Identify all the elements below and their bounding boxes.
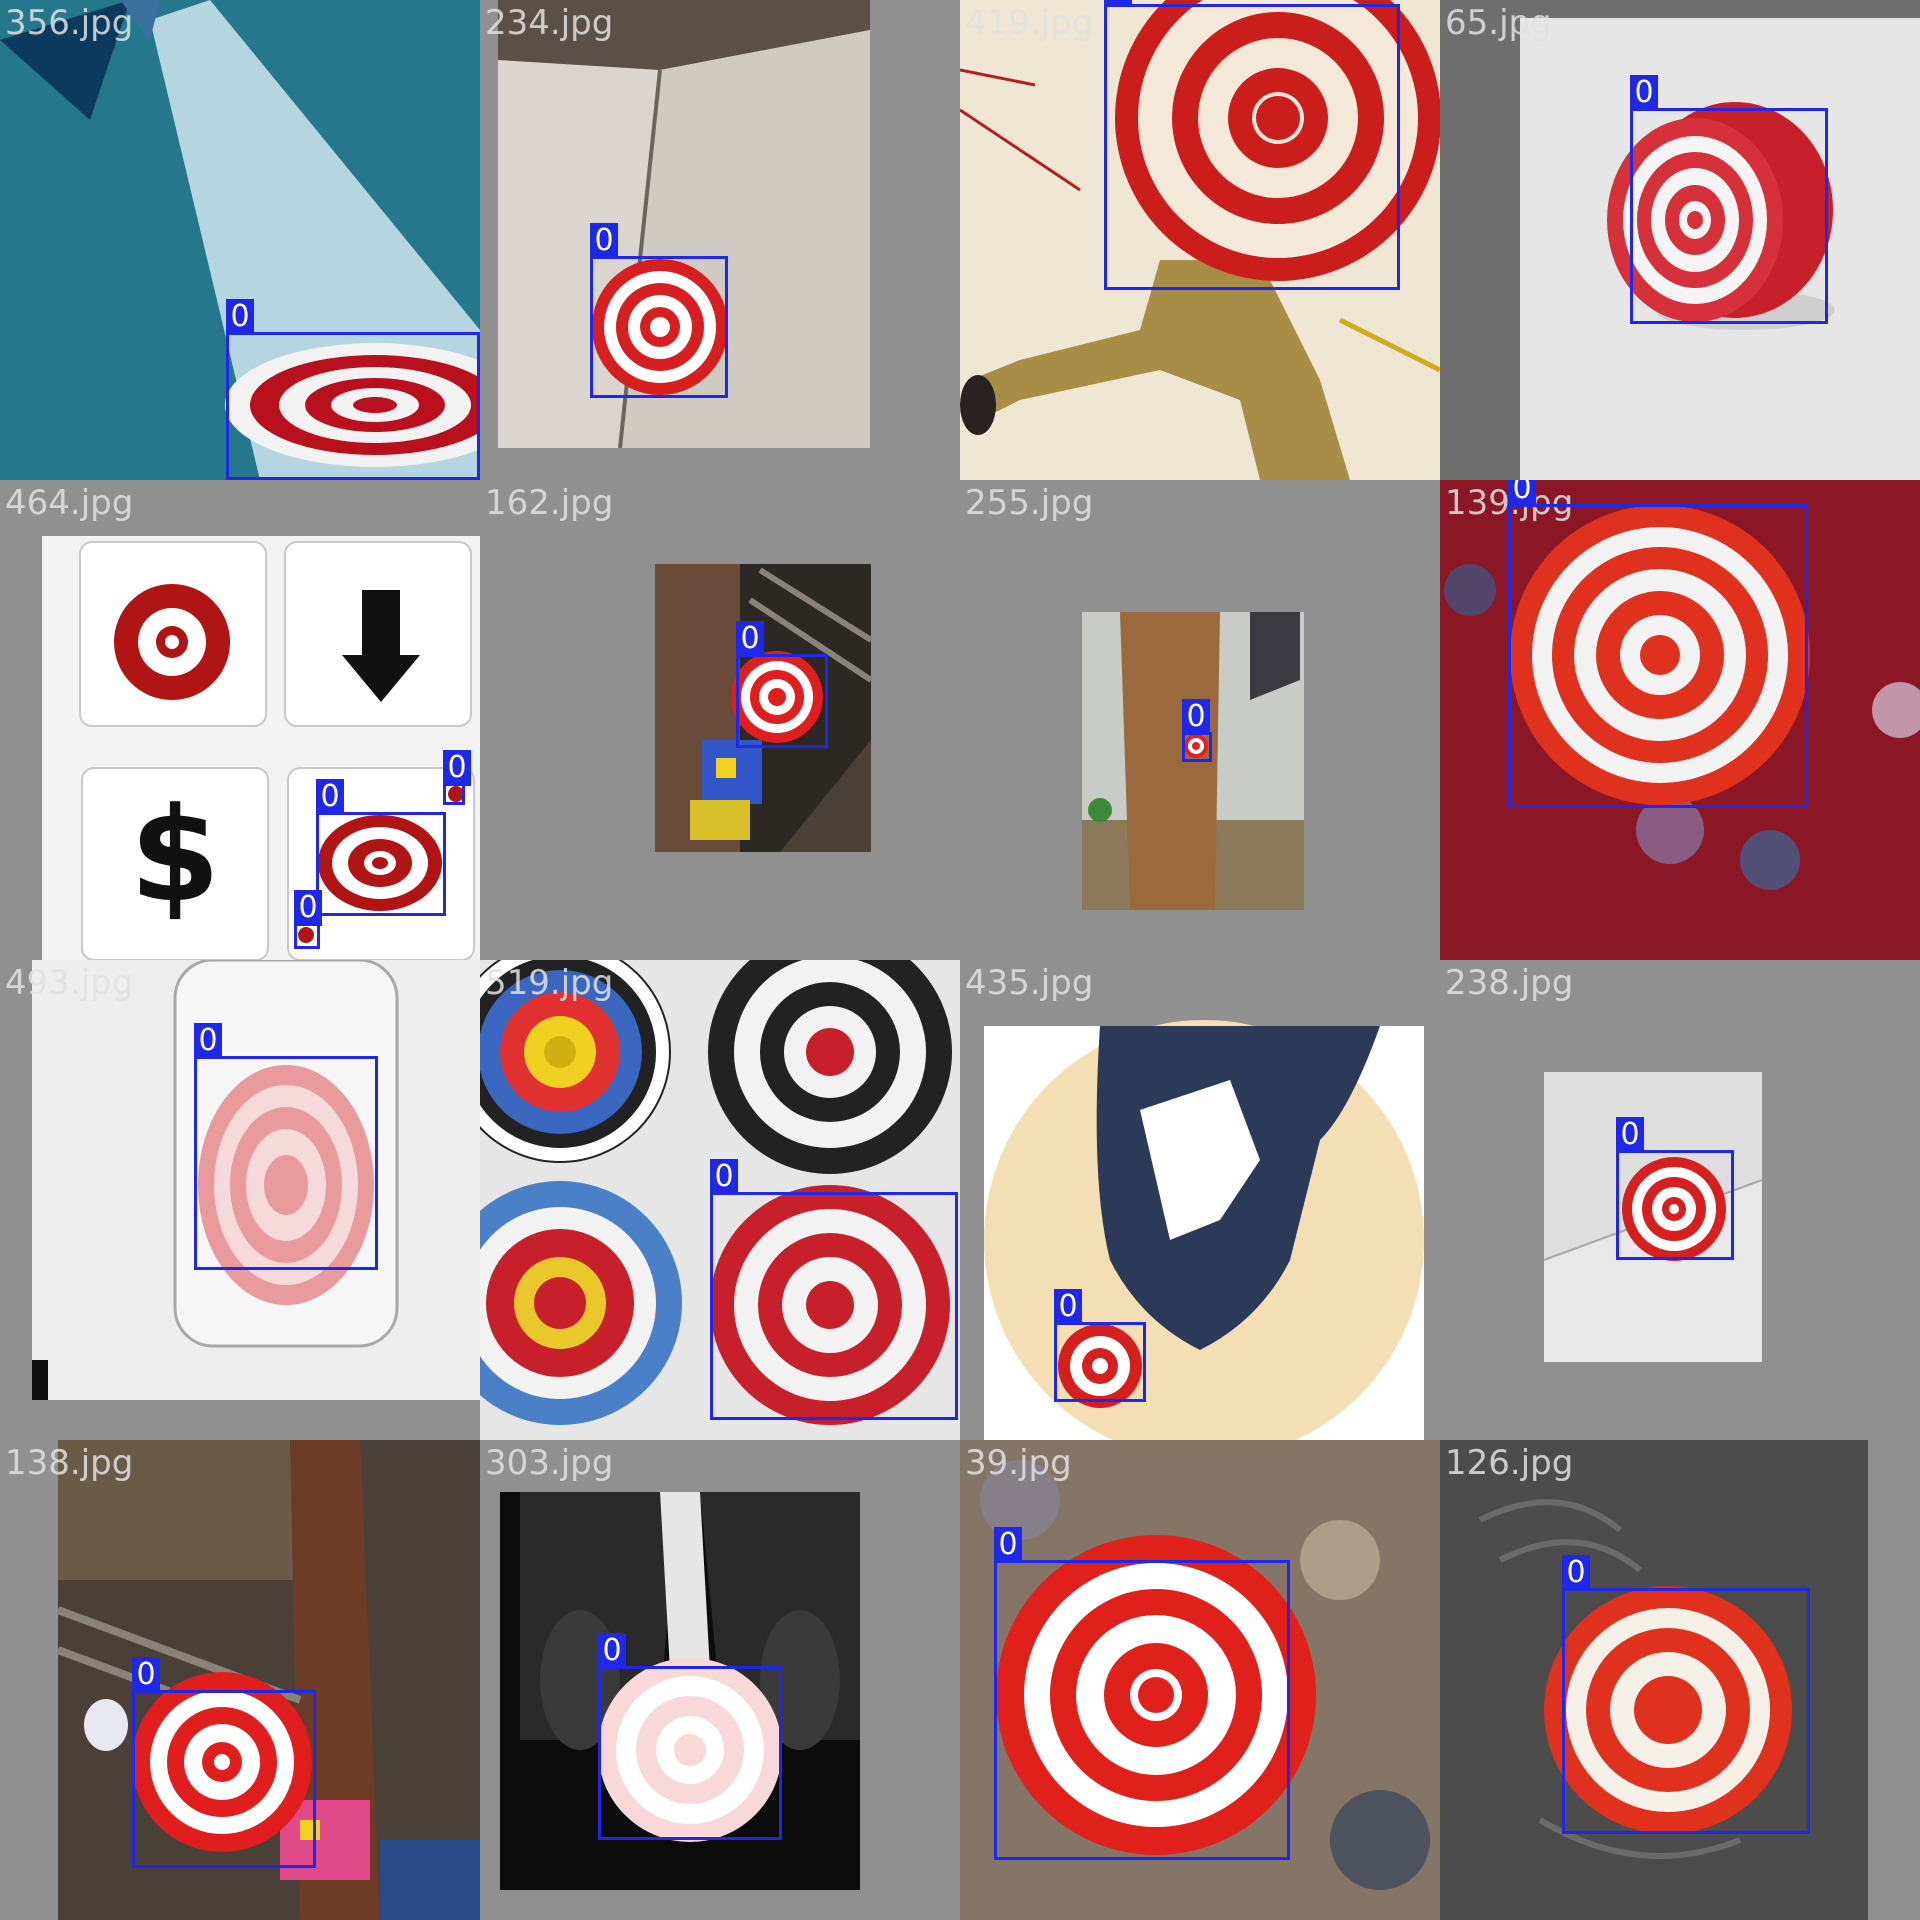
tile-356: 356.jpg 0 xyxy=(0,0,480,480)
tile-filename: 303.jpg xyxy=(485,1443,614,1483)
tile-255: 255.jpg 0 xyxy=(960,480,1440,960)
tile-filename: 464.jpg xyxy=(5,483,134,523)
tile-303: 303.jpg 0 xyxy=(480,1440,960,1920)
class-label: 0 xyxy=(994,1527,1022,1563)
tile-519: 519.jpg 0 xyxy=(480,960,960,1440)
tile-image xyxy=(480,480,960,960)
class-label: 0 xyxy=(1508,480,1536,507)
tile-464: $ 464.jpg 0 0 0 xyxy=(0,480,480,960)
class-label: 0 xyxy=(1054,1289,1082,1325)
class-label: 0 xyxy=(316,779,344,815)
class-label: 0 xyxy=(132,1657,160,1693)
tile-filename: 126.jpg xyxy=(1445,1443,1574,1483)
tile-image xyxy=(1440,0,1920,480)
tile-filename: 39.jpg xyxy=(965,1443,1072,1483)
class-label: 0 xyxy=(294,890,322,926)
tile-139: 139.jpg 0 xyxy=(1440,480,1920,960)
tile-65: 65.jpg 0 xyxy=(1440,0,1920,480)
bounding-box: 0 xyxy=(710,1159,958,1420)
tile-image: $ xyxy=(0,480,480,960)
class-label: 0 xyxy=(590,223,618,259)
bounding-box: 0 xyxy=(226,299,480,480)
tile-image xyxy=(960,1440,1440,1920)
class-label: 0 xyxy=(710,1159,738,1195)
class-label: 0 xyxy=(1104,0,1132,7)
tile-filename: 255.jpg xyxy=(965,483,1094,523)
tile-filename: 234.jpg xyxy=(485,3,614,43)
bounding-box: 0 xyxy=(994,1527,1290,1860)
bounding-box: 0 xyxy=(736,621,828,748)
tile-image xyxy=(480,1440,960,1920)
tile-image xyxy=(1440,960,1920,1440)
tile-image xyxy=(480,0,960,480)
bounding-box: 0 xyxy=(132,1657,316,1868)
class-label: 0 xyxy=(1562,1555,1590,1591)
bounding-box: 0 xyxy=(1508,480,1808,808)
class-label: 0 xyxy=(736,621,764,657)
bounding-box: 0 xyxy=(194,1023,378,1270)
tile-filename: 435.jpg xyxy=(965,963,1094,1003)
tile-image xyxy=(960,0,1440,480)
tile-filename: 65.jpg xyxy=(1445,3,1552,43)
svg-text:$: $ xyxy=(130,779,220,931)
tile-image xyxy=(960,960,1440,1440)
tile-filename: 238.jpg xyxy=(1445,963,1574,1003)
tile-162: 162.jpg 0 xyxy=(480,480,960,960)
bounding-box: 0 xyxy=(1054,1289,1146,1402)
bounding-box: 0 xyxy=(1616,1117,1734,1260)
tile-39: 39.jpg 0 xyxy=(960,1440,1440,1920)
tile-filename: 419.jpg xyxy=(965,3,1094,43)
tile-image xyxy=(1440,480,1920,960)
bounding-box: 0 xyxy=(590,223,728,398)
bounding-box: 0 xyxy=(1104,0,1400,290)
bounding-box: 0 xyxy=(1182,699,1212,762)
class-label: 0 xyxy=(226,299,254,335)
tile-238: 238.jpg 0 xyxy=(1440,960,1920,1440)
tile-filename: 356.jpg xyxy=(5,3,134,43)
tile-234: 234.jpg 0 xyxy=(480,0,960,480)
class-label: 0 xyxy=(443,750,471,786)
tile-image xyxy=(480,960,960,1440)
tile-435: 435.jpg 0 xyxy=(960,960,1440,1440)
class-label: 0 xyxy=(1630,75,1658,111)
class-label: 0 xyxy=(194,1023,222,1059)
class-label: 0 xyxy=(1616,1117,1644,1153)
tile-filename: 519.jpg xyxy=(485,963,614,1003)
tile-filename: 493.jpg xyxy=(5,963,134,1003)
tile-image xyxy=(1440,1440,1920,1920)
bounding-box: 0 xyxy=(316,779,446,916)
tile-419: 419.jpg 0 xyxy=(960,0,1440,480)
bounding-box: 0 xyxy=(294,890,322,949)
tile-126: 126.jpg 0 xyxy=(1440,1440,1920,1920)
bounding-box: 0 xyxy=(1630,75,1828,324)
class-label: 0 xyxy=(598,1633,626,1669)
tile-image xyxy=(0,1440,480,1920)
tile-493: 493.jpg 0 xyxy=(0,960,480,1440)
tile-filename: 162.jpg xyxy=(485,483,614,523)
bounding-box: 0 xyxy=(598,1633,782,1840)
bounding-box: 0 xyxy=(1562,1555,1810,1834)
class-label: 0 xyxy=(1182,699,1210,735)
tile-filename: 138.jpg xyxy=(5,1443,134,1483)
tile-image xyxy=(0,0,480,480)
bounding-box: 0 xyxy=(443,750,471,805)
tile-138: 138.jpg 0 xyxy=(0,1440,480,1920)
